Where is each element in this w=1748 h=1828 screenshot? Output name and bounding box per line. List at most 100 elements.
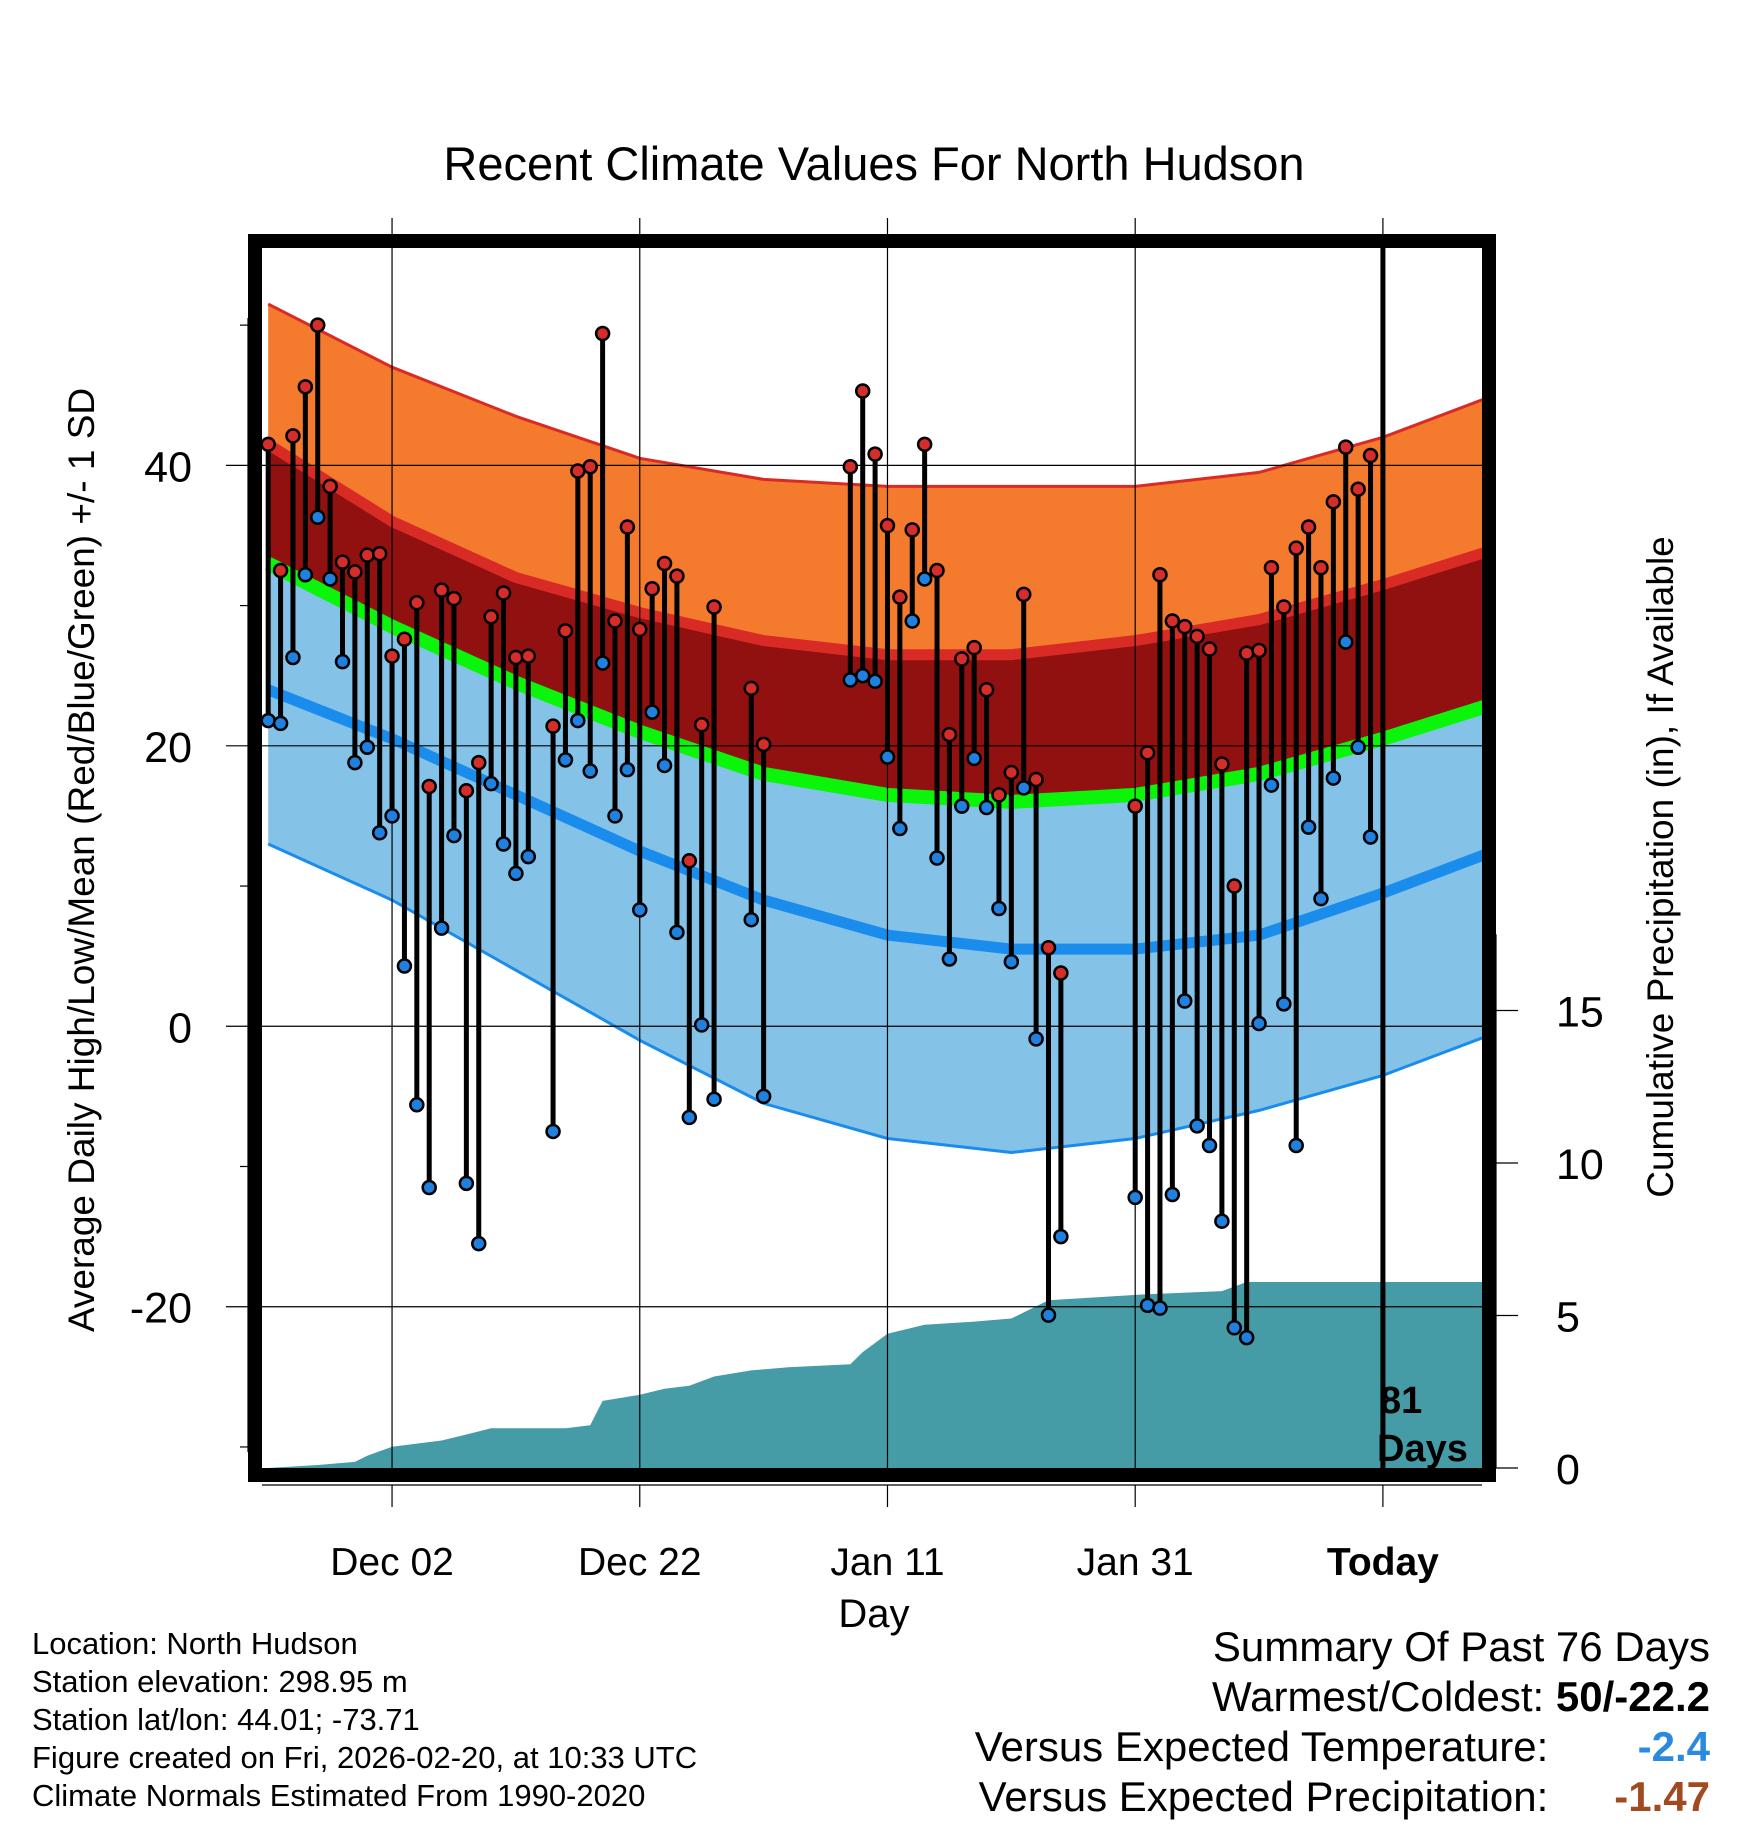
x-tick-label: Dec 22 — [578, 1541, 702, 1584]
observation-low-point — [297, 566, 314, 583]
observation — [1325, 494, 1342, 786]
observation-low-point — [929, 850, 945, 866]
observation-low-point — [1003, 954, 1020, 970]
observation-high-point — [1288, 540, 1304, 556]
y-tick-label: -20 — [130, 1285, 192, 1333]
observation-low-point — [421, 1179, 437, 1196]
observation — [1313, 559, 1329, 907]
observation-high-point — [632, 621, 648, 638]
observation — [1028, 771, 1044, 1047]
observation — [557, 623, 574, 768]
observation — [632, 621, 648, 918]
observation-high-point — [929, 562, 945, 579]
observation-high-point — [1251, 642, 1267, 659]
observation-high-point — [669, 568, 685, 584]
observation-high-point — [1015, 586, 1032, 603]
observation-high-point — [309, 317, 326, 333]
observation-low-point — [1362, 829, 1379, 845]
observation-high-point — [842, 459, 859, 475]
summary-temp-row: Versus Expected Temperature: -2.4 — [975, 1722, 1710, 1772]
observation-low-point — [1176, 993, 1193, 1009]
observation-low-point — [854, 667, 871, 684]
observation-low-point — [495, 836, 512, 852]
observation-high-point — [644, 581, 660, 597]
observation — [644, 581, 660, 720]
observation — [471, 754, 487, 1252]
observation-low-point — [322, 571, 338, 587]
observation-low-point — [954, 798, 970, 814]
observation-low-point — [681, 1109, 698, 1126]
observation-high-point — [1276, 599, 1292, 615]
observation-high-point — [706, 599, 722, 615]
observation-low-point — [334, 653, 351, 670]
observation — [941, 726, 958, 967]
observation-high-point — [471, 754, 487, 771]
x-tick-label: Jan 11 — [830, 1541, 944, 1584]
observation — [904, 522, 921, 629]
plot-frame — [248, 234, 1496, 1482]
y-tick-label: 40 — [144, 443, 192, 491]
observation — [1263, 559, 1280, 793]
observation-high-point — [1226, 878, 1243, 894]
x-axis-label: Day — [838, 1592, 909, 1636]
observation — [1164, 613, 1181, 1203]
observation-high-point — [743, 680, 759, 697]
summary-precip-row: Versus Expected Precipitation: -1.47 — [975, 1772, 1710, 1822]
observation-high-point — [260, 436, 276, 453]
observation-high-point — [854, 383, 871, 399]
observation-low-point — [545, 1123, 561, 1140]
observation-high-point — [954, 651, 970, 667]
observation — [1053, 965, 1069, 1245]
observation — [1127, 798, 1143, 1206]
observation-high-point — [1325, 494, 1342, 510]
observation-low-point — [632, 902, 648, 918]
observation — [285, 428, 301, 666]
observation-high-point — [446, 590, 462, 607]
observation-low-point — [978, 799, 995, 816]
observation-high-point — [916, 436, 933, 453]
observation-low-point — [916, 571, 933, 587]
observation-low-point — [260, 712, 276, 729]
observation — [483, 609, 499, 792]
observation — [966, 639, 982, 767]
y-axis-label: Average Daily High/Low/Mean (Red/Blue/Gr… — [61, 388, 102, 1332]
observation-high-point — [681, 853, 698, 869]
observation-low-point — [1300, 819, 1317, 835]
y2-tick-label: 5 — [1556, 1294, 1580, 1342]
observation-low-point — [941, 951, 958, 967]
observation-low-point — [471, 1235, 487, 1252]
summary-warmest-coldest-value: 50/-22.2 — [1555, 1673, 1710, 1720]
observation-low-point — [1189, 1118, 1205, 1134]
observation-low-point — [1350, 739, 1366, 755]
observation-low-point — [755, 1088, 772, 1105]
summary-warmest-coldest-label: Warmest/Coldest: — [1212, 1673, 1545, 1720]
observation-high-point — [384, 648, 400, 664]
observation-high-point — [1201, 641, 1218, 657]
summary-precip-label: Versus Expected Precipitation: — [978, 1773, 1549, 1820]
observation-high-point — [483, 609, 499, 625]
x-tick-label: Today — [1327, 1541, 1439, 1584]
y-tick-label: 20 — [144, 724, 192, 772]
observation — [396, 631, 413, 974]
observation — [892, 589, 908, 837]
observation-low-point — [458, 1175, 475, 1192]
observation — [582, 459, 598, 779]
y2-axis-label: Cumulative Precipitation (in), If Availa… — [1640, 536, 1681, 1198]
observation-low-point — [409, 1097, 425, 1113]
info-elevation: Station elevation: 298.95 m — [32, 1664, 408, 1699]
info-created: Figure created on Fri, 2026-02-20, at 10… — [32, 1740, 698, 1775]
observation — [309, 317, 326, 525]
observation — [991, 787, 1007, 917]
observation-high-point — [1300, 519, 1317, 535]
observation — [693, 717, 710, 1033]
observation-high-point — [322, 478, 338, 495]
observation-low-point — [842, 672, 859, 688]
observation — [867, 446, 883, 690]
observation-high-point — [656, 555, 673, 572]
mean-band — [268, 444, 1482, 802]
observation-high-point — [508, 649, 524, 666]
observation-low-point — [1226, 1320, 1243, 1336]
observation-high-point — [1338, 439, 1354, 455]
observation-low-point — [384, 808, 400, 824]
observation — [334, 554, 351, 670]
